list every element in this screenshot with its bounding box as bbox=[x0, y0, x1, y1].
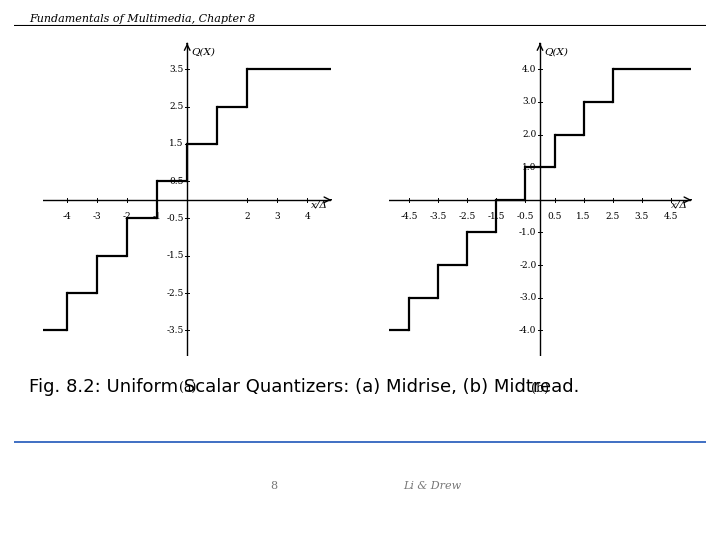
Text: 3.5: 3.5 bbox=[169, 65, 184, 74]
Text: 3: 3 bbox=[274, 212, 280, 221]
Text: -1.5: -1.5 bbox=[166, 251, 184, 260]
Text: Li & Drew: Li & Drew bbox=[403, 481, 461, 491]
Text: -2.5: -2.5 bbox=[459, 212, 476, 221]
Text: -3.0: -3.0 bbox=[519, 293, 536, 302]
Text: -2: -2 bbox=[123, 212, 132, 221]
Text: 2.5: 2.5 bbox=[169, 102, 184, 111]
Text: Fundamentals of Multimedia, Chapter 8: Fundamentals of Multimedia, Chapter 8 bbox=[29, 14, 255, 24]
Text: -0.5: -0.5 bbox=[166, 214, 184, 223]
Text: 3.5: 3.5 bbox=[634, 212, 649, 221]
Text: (a): (a) bbox=[179, 381, 196, 394]
Text: 2.0: 2.0 bbox=[522, 130, 536, 139]
Text: 1.5: 1.5 bbox=[169, 139, 184, 148]
Text: 4.0: 4.0 bbox=[522, 65, 536, 74]
Text: 4: 4 bbox=[305, 212, 310, 221]
Text: -0.5: -0.5 bbox=[517, 212, 534, 221]
Text: 3.0: 3.0 bbox=[522, 97, 536, 106]
Text: -4.5: -4.5 bbox=[400, 212, 418, 221]
Text: 1.5: 1.5 bbox=[577, 212, 591, 221]
Text: 1.0: 1.0 bbox=[522, 163, 536, 172]
Text: x/Δ: x/Δ bbox=[312, 200, 328, 209]
Text: -4.0: -4.0 bbox=[519, 326, 536, 335]
Text: -2.5: -2.5 bbox=[166, 288, 184, 298]
Text: 0.5: 0.5 bbox=[169, 177, 184, 186]
Text: -2.0: -2.0 bbox=[519, 261, 536, 269]
Text: -4: -4 bbox=[63, 212, 71, 221]
Text: -3.5: -3.5 bbox=[430, 212, 447, 221]
Text: 2.5: 2.5 bbox=[606, 212, 620, 221]
Text: 2: 2 bbox=[244, 212, 250, 221]
Text: 8: 8 bbox=[270, 481, 277, 491]
Text: -3.5: -3.5 bbox=[166, 326, 184, 335]
Text: 0.5: 0.5 bbox=[547, 212, 562, 221]
Text: -1.5: -1.5 bbox=[487, 212, 505, 221]
Text: Q(X): Q(X) bbox=[544, 48, 568, 57]
Text: -1: -1 bbox=[153, 212, 161, 221]
Text: Q(X): Q(X) bbox=[192, 48, 215, 57]
Text: -1.0: -1.0 bbox=[519, 228, 536, 237]
Text: (b): (b) bbox=[531, 381, 549, 394]
Text: x/Δ: x/Δ bbox=[671, 200, 688, 209]
Text: -3: -3 bbox=[93, 212, 102, 221]
Text: Fig. 8.2: Uniform Scalar Quantizers: (a) Midrise, (b) Midtread.: Fig. 8.2: Uniform Scalar Quantizers: (a)… bbox=[29, 378, 579, 396]
Text: 4.5: 4.5 bbox=[664, 212, 678, 221]
